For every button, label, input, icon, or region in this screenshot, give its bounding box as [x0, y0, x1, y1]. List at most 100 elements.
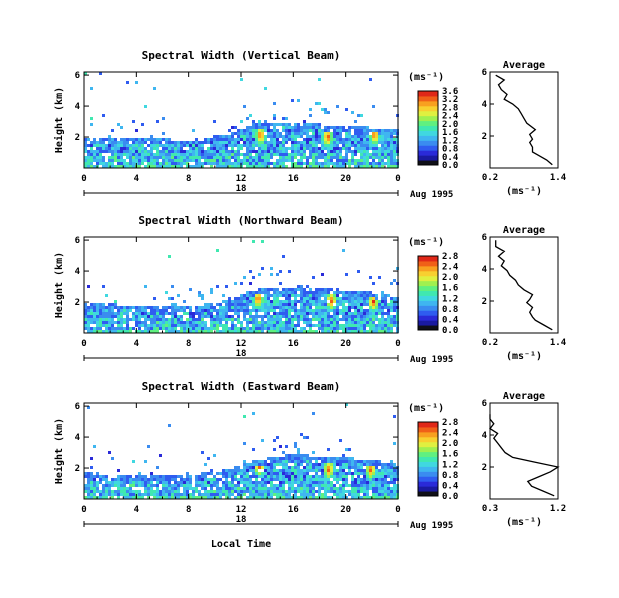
heatmap-cell — [147, 306, 150, 309]
heatmap-cell — [261, 288, 264, 291]
heatmap-cell — [321, 294, 324, 297]
heatmap-cell — [393, 496, 396, 499]
heatmap-cell — [369, 496, 372, 499]
heatmap-cell — [327, 309, 330, 312]
heatmap-cell — [96, 481, 99, 484]
heatmap-cell — [282, 126, 285, 129]
heatmap-cell — [306, 147, 309, 150]
heatmap-cell — [306, 324, 309, 327]
heatmap-cell — [90, 150, 93, 153]
heatmap-cell — [288, 291, 291, 294]
heatmap-cell — [342, 481, 345, 484]
heatmap-cell — [93, 156, 96, 159]
heatmap-cell — [135, 318, 138, 321]
heatmap-cell — [372, 282, 375, 285]
heatmap-cell — [237, 330, 240, 333]
heatmap-cell — [207, 496, 210, 499]
heatmap-cell — [345, 318, 348, 321]
heatmap-cell — [126, 327, 129, 330]
heatmap-cell — [303, 436, 306, 439]
heatmap-cell — [96, 162, 99, 165]
heatmap-cell — [330, 153, 333, 156]
heatmap-cell — [228, 330, 231, 333]
heatmap-cell — [237, 318, 240, 321]
heatmap-cell — [285, 466, 288, 469]
heatmap-cell — [132, 490, 135, 493]
heatmap-cell — [237, 490, 240, 493]
heatmap-cell — [222, 484, 225, 487]
heatmap-cell — [291, 147, 294, 150]
heatmap-cell — [363, 132, 366, 135]
heatmap-cell — [288, 327, 291, 330]
heatmap-cell — [234, 156, 237, 159]
heatmap-cell — [378, 327, 381, 330]
x-tick-label: 20 — [340, 339, 351, 349]
heatmap-cell — [252, 324, 255, 327]
heatmap-cell — [186, 493, 189, 496]
heatmap-cell — [363, 150, 366, 153]
heatmap-cell — [147, 490, 150, 493]
heatmap-cell — [117, 123, 120, 126]
heatmap-cell — [150, 150, 153, 153]
heatmap-cell — [282, 327, 285, 330]
heatmap-cell — [102, 147, 105, 150]
heatmap-cell — [141, 309, 144, 312]
heatmap-cell — [336, 327, 339, 330]
heatmap-cell — [189, 324, 192, 327]
heatmap-cell — [243, 460, 246, 463]
heatmap-cell — [360, 150, 363, 153]
heatmap-cell — [246, 490, 249, 493]
heatmap-cell — [237, 300, 240, 303]
heatmap-cell — [216, 135, 219, 138]
heatmap-cell — [366, 147, 369, 150]
heatmap-cell — [216, 472, 219, 475]
heatmap-cell — [111, 493, 114, 496]
heatmap-cell — [339, 484, 342, 487]
heatmap-cell — [126, 487, 129, 490]
heatmap-cell — [249, 159, 252, 162]
colorbar-tick-label: 0.0 — [442, 161, 458, 171]
heatmap-cell — [111, 129, 114, 132]
heatmap-cell — [393, 415, 396, 418]
colorbar-swatch — [418, 280, 438, 287]
heatmap-cell — [84, 144, 87, 147]
heatmap-cell — [171, 312, 174, 315]
heatmap-cell — [258, 294, 261, 297]
heatmap-cell — [255, 156, 258, 159]
heatmap-cell — [285, 321, 288, 324]
heatmap-cell — [126, 312, 129, 315]
heatmap-cell — [195, 490, 198, 493]
heatmap-cell — [345, 448, 348, 451]
heatmap-cell — [336, 300, 339, 303]
heatmap-cell — [255, 132, 258, 135]
heatmap-cell — [249, 475, 252, 478]
heatmap-cell — [123, 312, 126, 315]
heatmap-cell — [213, 324, 216, 327]
heatmap-cell — [225, 144, 228, 147]
heatmap-cell — [138, 472, 141, 475]
heatmap-cell — [177, 330, 180, 333]
heatmap-cell — [273, 153, 276, 156]
heatmap-cell — [372, 159, 375, 162]
heatmap-cell — [303, 123, 306, 126]
heatmap-cell — [171, 496, 174, 499]
heatmap-cell — [177, 144, 180, 147]
heatmap-cell — [333, 460, 336, 463]
heatmap-cell — [327, 463, 330, 466]
heatmap-cell — [285, 138, 288, 141]
heatmap-cell — [186, 327, 189, 330]
heatmap-cell — [318, 123, 321, 126]
heatmap-cell — [345, 463, 348, 466]
heatmap-cell — [327, 466, 330, 469]
heatmap-cell — [309, 312, 312, 315]
heatmap-cell — [186, 150, 189, 153]
heatmap-cell — [318, 469, 321, 472]
heatmap-cell — [207, 156, 210, 159]
heatmap-cell — [204, 487, 207, 490]
heatmap-cell — [309, 478, 312, 481]
heatmap-cells — [84, 72, 399, 168]
heatmap-cell — [330, 457, 333, 460]
heatmap-cell — [381, 490, 384, 493]
heatmap-cell — [222, 324, 225, 327]
heatmap-cell — [390, 472, 393, 475]
